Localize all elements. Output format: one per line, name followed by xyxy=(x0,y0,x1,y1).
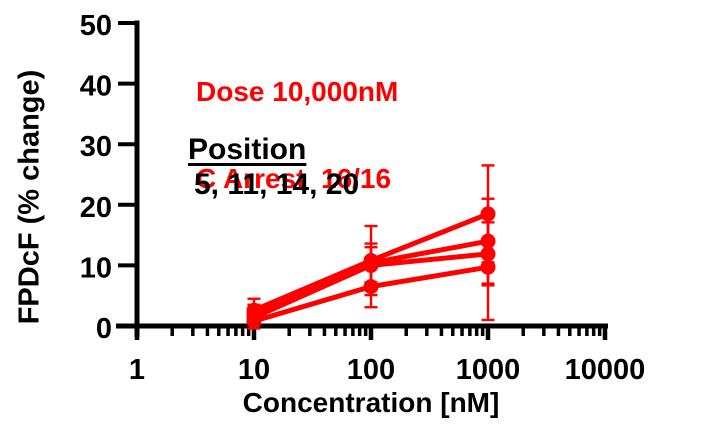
data-point xyxy=(480,246,496,262)
x-tick-label: 10000 xyxy=(565,354,646,386)
x-tick-label: 100 xyxy=(347,354,395,386)
data-point xyxy=(363,257,379,273)
data-point xyxy=(480,206,496,222)
dose-annotation: Dose 10,000nM C Arrest 16/16 xyxy=(196,19,398,251)
position-annotation-values: 5, 11, 14, 20 xyxy=(194,168,360,201)
x-tick-label: 1000 xyxy=(456,354,521,386)
y-tick-label: 30 xyxy=(80,131,112,163)
x-tick-label: 1 xyxy=(129,354,145,386)
dose-annotation-line2: C Arrest 16/16 xyxy=(196,163,392,194)
data-point xyxy=(363,279,379,295)
y-axis-title: FPDcF (% change) xyxy=(13,69,46,325)
data-point xyxy=(480,233,496,249)
y-tick-label: 10 xyxy=(80,252,112,284)
y-tick-label: 0 xyxy=(96,313,112,345)
y-tick-label: 20 xyxy=(80,192,112,224)
position-annotation-title: Position xyxy=(188,133,307,166)
dose-annotation-line1: Dose 10,000nM xyxy=(196,76,399,107)
data-point xyxy=(480,259,496,275)
data-point xyxy=(246,313,262,329)
x-axis-title: Concentration [nM] xyxy=(242,387,500,418)
y-tick-label: 50 xyxy=(80,10,112,42)
y-tick-label: 40 xyxy=(80,71,112,103)
x-tick-label: 10 xyxy=(238,354,270,386)
